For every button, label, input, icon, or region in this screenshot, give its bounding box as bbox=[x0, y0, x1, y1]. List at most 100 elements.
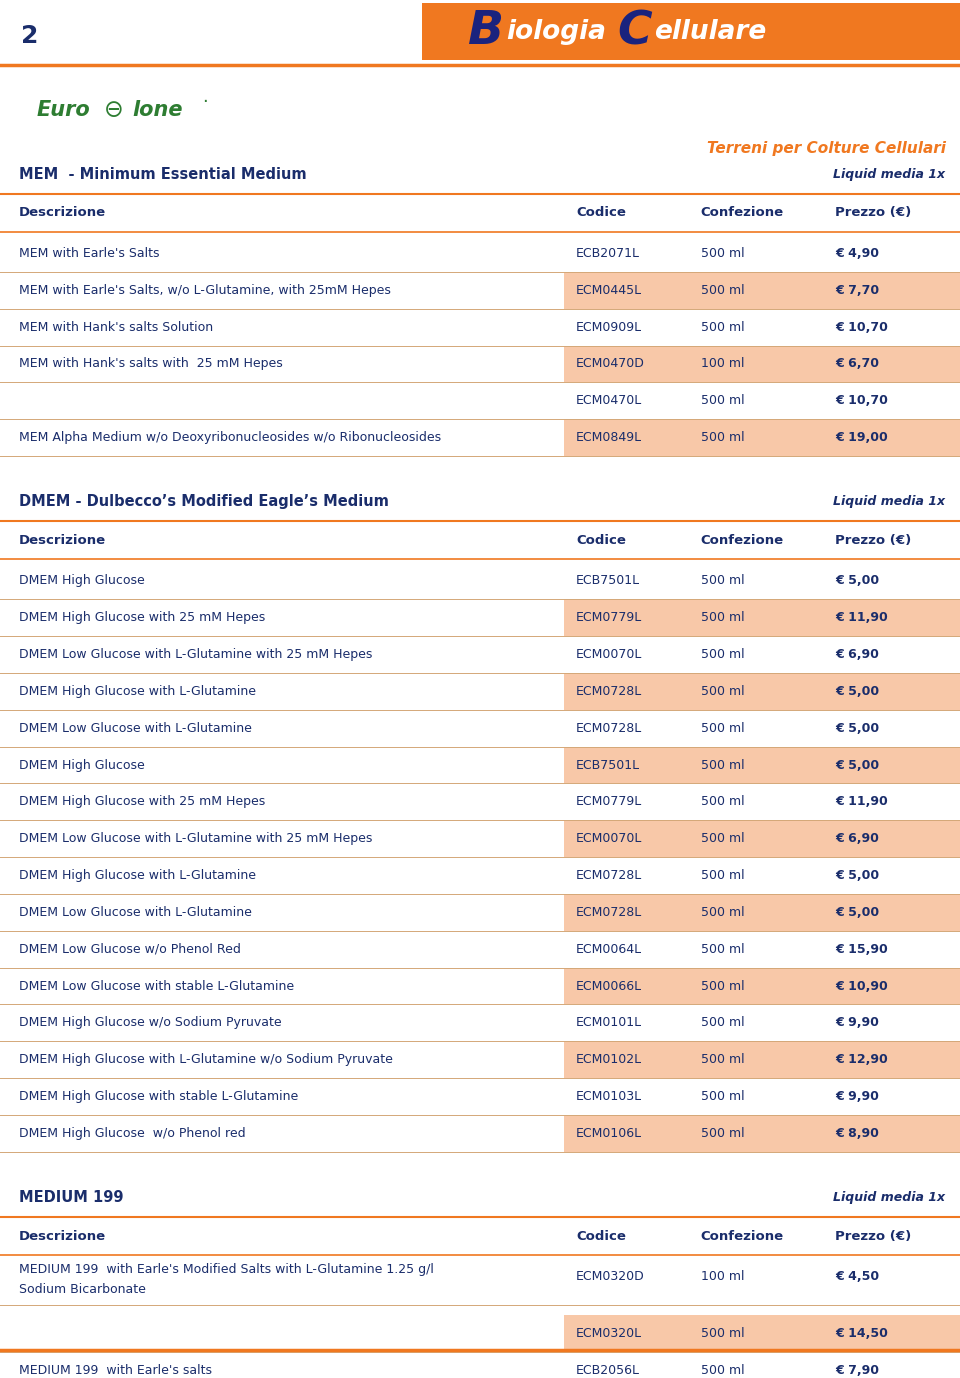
Text: € 5,00: € 5,00 bbox=[835, 575, 879, 587]
Text: MEM with Hank's salts with  25 mM Hepes: MEM with Hank's salts with 25 mM Hepes bbox=[19, 357, 283, 371]
Text: ECM0070L: ECM0070L bbox=[576, 832, 642, 845]
FancyBboxPatch shape bbox=[564, 894, 960, 930]
Text: lone: lone bbox=[132, 101, 183, 120]
Text: MEM Alpha Medium w/o Deoxyribonucleosides w/o Ribonucleosides: MEM Alpha Medium w/o Deoxyribonucleoside… bbox=[19, 431, 442, 444]
Text: ECM0445L: ECM0445L bbox=[576, 284, 642, 296]
Text: 500 ml: 500 ml bbox=[701, 284, 744, 296]
Text: € 5,00: € 5,00 bbox=[835, 870, 879, 882]
Text: € 11,90: € 11,90 bbox=[835, 795, 888, 809]
Text: DMEM High Glucose w/o Sodium Pyruvate: DMEM High Glucose w/o Sodium Pyruvate bbox=[19, 1017, 282, 1029]
Text: € 5,00: € 5,00 bbox=[835, 722, 879, 734]
Text: DMEM Low Glucose with L-Glutamine with 25 mM Hepes: DMEM Low Glucose with L-Glutamine with 2… bbox=[19, 648, 372, 661]
Text: € 19,00: € 19,00 bbox=[835, 431, 888, 444]
Text: 500 ml: 500 ml bbox=[701, 612, 744, 624]
Text: 500 ml: 500 ml bbox=[701, 870, 744, 882]
Text: ECM0728L: ECM0728L bbox=[576, 905, 642, 919]
Text: 500 ml: 500 ml bbox=[701, 685, 744, 697]
Text: Descrizione: Descrizione bbox=[19, 207, 107, 219]
FancyBboxPatch shape bbox=[564, 747, 960, 784]
Text: ECB7501L: ECB7501L bbox=[576, 575, 640, 587]
Text: ECM0470L: ECM0470L bbox=[576, 394, 642, 408]
Text: € 6,70: € 6,70 bbox=[835, 357, 879, 371]
Text: 500 ml: 500 ml bbox=[701, 394, 744, 408]
FancyBboxPatch shape bbox=[564, 599, 960, 637]
Text: ECM0106L: ECM0106L bbox=[576, 1127, 642, 1140]
Text: 500 ml: 500 ml bbox=[701, 905, 744, 919]
Text: ·: · bbox=[203, 92, 208, 110]
Text: iologia: iologia bbox=[506, 19, 606, 44]
Text: MEDIUM 199: MEDIUM 199 bbox=[19, 1191, 124, 1206]
Text: 2: 2 bbox=[21, 23, 38, 48]
Text: MEM with Hank's salts Solution: MEM with Hank's salts Solution bbox=[19, 321, 213, 333]
Text: ECM0849L: ECM0849L bbox=[576, 431, 642, 444]
Text: € 7,70: € 7,70 bbox=[835, 284, 879, 296]
Text: € 10,70: € 10,70 bbox=[835, 394, 888, 408]
Text: Codice: Codice bbox=[576, 1229, 626, 1243]
Text: € 6,90: € 6,90 bbox=[835, 648, 879, 661]
Text: € 11,90: € 11,90 bbox=[835, 612, 888, 624]
FancyBboxPatch shape bbox=[564, 346, 960, 382]
Text: Confezione: Confezione bbox=[701, 207, 784, 219]
Text: ECM0064L: ECM0064L bbox=[576, 943, 642, 956]
Text: ECB7501L: ECB7501L bbox=[576, 758, 640, 772]
FancyBboxPatch shape bbox=[422, 3, 960, 61]
Text: DMEM Low Glucose with L-Glutamine with 25 mM Hepes: DMEM Low Glucose with L-Glutamine with 2… bbox=[19, 832, 372, 845]
Text: 500 ml: 500 ml bbox=[701, 247, 744, 260]
Text: € 14,50: € 14,50 bbox=[835, 1327, 888, 1341]
Text: ECM0470D: ECM0470D bbox=[576, 357, 645, 371]
Text: ECM0070L: ECM0070L bbox=[576, 648, 642, 661]
Text: DMEM High Glucose  w/o Phenol red: DMEM High Glucose w/o Phenol red bbox=[19, 1127, 246, 1140]
Text: MEDIUM 199  with Earle's salts: MEDIUM 199 with Earle's salts bbox=[19, 1364, 212, 1377]
Text: 500 ml: 500 ml bbox=[701, 648, 744, 661]
Text: 500 ml: 500 ml bbox=[701, 431, 744, 444]
Text: ECM0909L: ECM0909L bbox=[576, 321, 642, 333]
Text: ellulare: ellulare bbox=[654, 19, 766, 44]
Text: 500 ml: 500 ml bbox=[701, 1090, 744, 1104]
Text: DMEM Low Glucose with L-Glutamine: DMEM Low Glucose with L-Glutamine bbox=[19, 722, 252, 734]
Text: DMEM High Glucose with L-Glutamine: DMEM High Glucose with L-Glutamine bbox=[19, 870, 256, 882]
FancyBboxPatch shape bbox=[564, 1042, 960, 1078]
Text: ECM0101L: ECM0101L bbox=[576, 1017, 642, 1029]
Text: Sodium Bicarbonate: Sodium Bicarbonate bbox=[19, 1283, 146, 1295]
Text: 500 ml: 500 ml bbox=[701, 832, 744, 845]
Text: ECM0728L: ECM0728L bbox=[576, 870, 642, 882]
Text: ECB2071L: ECB2071L bbox=[576, 247, 640, 260]
Text: € 9,90: € 9,90 bbox=[835, 1090, 879, 1104]
Text: DMEM High Glucose with 25 mM Hepes: DMEM High Glucose with 25 mM Hepes bbox=[19, 612, 266, 624]
Text: ECM0320L: ECM0320L bbox=[576, 1327, 642, 1341]
Text: DMEM Low Glucose with stable L-Glutamine: DMEM Low Glucose with stable L-Glutamine bbox=[19, 980, 295, 992]
Text: ⊖: ⊖ bbox=[104, 98, 124, 123]
Text: DMEM Low Glucose with L-Glutamine: DMEM Low Glucose with L-Glutamine bbox=[19, 905, 252, 919]
Text: Confezione: Confezione bbox=[701, 533, 784, 547]
Text: Euro: Euro bbox=[36, 101, 90, 120]
Text: C: C bbox=[617, 10, 652, 54]
Text: 500 ml: 500 ml bbox=[701, 758, 744, 772]
Text: 500 ml: 500 ml bbox=[701, 943, 744, 956]
Text: MEDIUM 199  with Earle's Modified Salts with L-Glutamine 1.25 g/l: MEDIUM 199 with Earle's Modified Salts w… bbox=[19, 1262, 434, 1276]
Text: ECM0103L: ECM0103L bbox=[576, 1090, 642, 1104]
Text: Codice: Codice bbox=[576, 533, 626, 547]
Text: B: B bbox=[468, 10, 505, 54]
Text: 500 ml: 500 ml bbox=[701, 980, 744, 992]
Text: ECM0728L: ECM0728L bbox=[576, 722, 642, 734]
Text: Prezzo (€): Prezzo (€) bbox=[835, 207, 911, 219]
FancyBboxPatch shape bbox=[564, 1115, 960, 1152]
Text: € 5,00: € 5,00 bbox=[835, 685, 879, 697]
Text: 500 ml: 500 ml bbox=[701, 1017, 744, 1029]
Text: MEM with Earle's Salts, w/o L-Glutamine, with 25mM Hepes: MEM with Earle's Salts, w/o L-Glutamine,… bbox=[19, 284, 391, 296]
Text: € 9,90: € 9,90 bbox=[835, 1017, 879, 1029]
Text: € 5,00: € 5,00 bbox=[835, 905, 879, 919]
Text: DMEM High Glucose with L-Glutamine: DMEM High Glucose with L-Glutamine bbox=[19, 685, 256, 697]
Text: DMEM High Glucose with L-Glutamine w/o Sodium Pyruvate: DMEM High Glucose with L-Glutamine w/o S… bbox=[19, 1053, 393, 1067]
FancyBboxPatch shape bbox=[564, 967, 960, 1005]
Text: DMEM High Glucose with 25 mM Hepes: DMEM High Glucose with 25 mM Hepes bbox=[19, 795, 266, 809]
Text: 500 ml: 500 ml bbox=[701, 321, 744, 333]
Text: € 4,50: € 4,50 bbox=[835, 1271, 879, 1283]
Text: Descrizione: Descrizione bbox=[19, 1229, 107, 1243]
Text: MEM  - Minimum Essential Medium: MEM - Minimum Essential Medium bbox=[19, 167, 307, 182]
Text: 500 ml: 500 ml bbox=[701, 1327, 744, 1341]
Text: € 6,90: € 6,90 bbox=[835, 832, 879, 845]
Text: 100 ml: 100 ml bbox=[701, 1271, 744, 1283]
Text: ECM0728L: ECM0728L bbox=[576, 685, 642, 697]
Text: DMEM Low Glucose w/o Phenol Red: DMEM Low Glucose w/o Phenol Red bbox=[19, 943, 241, 956]
